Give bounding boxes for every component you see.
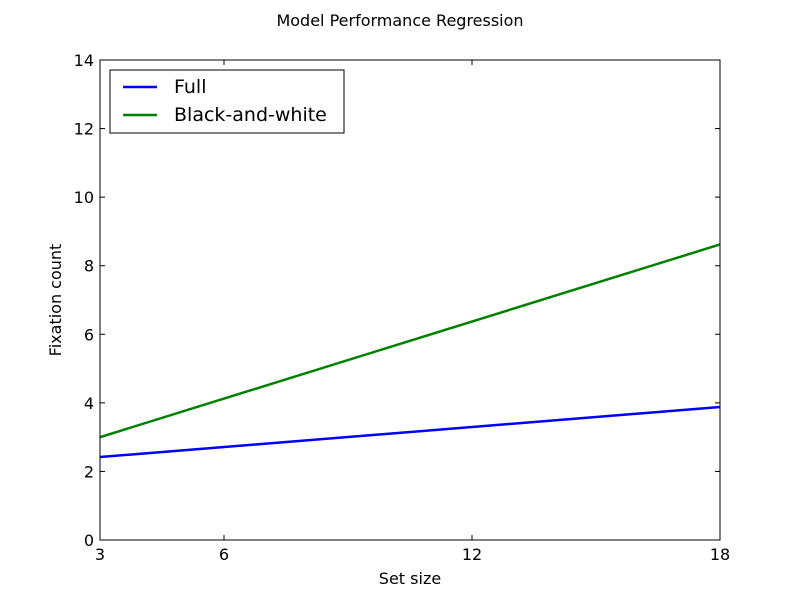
x-tick-label: 18	[710, 545, 730, 564]
legend-label-black-and-white: Black-and-white	[174, 104, 327, 126]
x-tick-label: 3	[95, 545, 105, 564]
series-line-black-and-white	[99, 243, 721, 439]
legend: Full Black-and-white	[109, 69, 345, 134]
y-tick-label: 6	[84, 325, 94, 344]
x-tick-label: 6	[219, 545, 229, 564]
series-line-full	[99, 405, 721, 459]
legend-label-full: Full	[174, 76, 207, 98]
ticks-layer: 3 6 12 18 0 2 4 6 8 10 12 14	[74, 51, 731, 564]
series-layer	[99, 243, 721, 459]
y-tick-label: 2	[84, 462, 94, 481]
y-tick-label: 14	[74, 51, 94, 70]
y-tick-label: 0	[84, 531, 94, 550]
plot-frame	[99, 59, 721, 541]
x-tick-label: 12	[462, 545, 482, 564]
y-tick-label: 4	[84, 394, 94, 413]
x-axis-label: Set size	[379, 569, 441, 588]
y-axis-label: Fixation count	[46, 244, 65, 357]
y-tick-label: 10	[74, 188, 94, 207]
y-tick-label: 12	[74, 120, 94, 139]
legend-box	[109, 69, 345, 134]
chart-title: Model Performance Regression	[276, 11, 523, 30]
y-tick-label: 8	[84, 257, 94, 276]
